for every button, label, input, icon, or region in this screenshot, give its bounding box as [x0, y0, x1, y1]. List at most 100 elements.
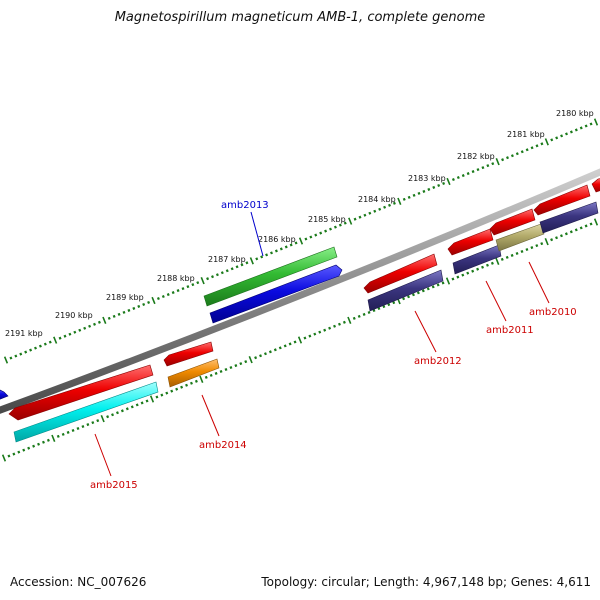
forward-minor-tick	[230, 267, 234, 271]
reverse-minor-tick	[214, 371, 218, 375]
gene-feature-left-edge[interactable]	[0, 389, 9, 400]
reverse-minor-tick	[323, 328, 327, 332]
reverse-minor-tick	[490, 261, 494, 265]
reverse-minor-tick	[145, 399, 149, 403]
gene-feature-red-edge[interactable]	[591, 178, 600, 193]
gene-feature-amb2014[interactable]	[167, 358, 220, 388]
forward-minor-tick	[319, 231, 323, 235]
gene-feature-amb2011[interactable]	[452, 244, 502, 275]
forward-major-tick	[249, 257, 254, 265]
reverse-minor-tick	[259, 354, 262, 358]
forward-minor-tick	[555, 136, 559, 140]
reverse-minor-tick	[510, 253, 514, 257]
reverse-minor-tick	[589, 222, 593, 226]
reverse-minor-tick	[165, 391, 169, 395]
reverse-minor-tick	[342, 320, 346, 324]
gene-feature-olive[interactable]	[495, 223, 545, 252]
gene-feature-red-amb2012[interactable]	[363, 253, 438, 294]
gene-feature-amb2012[interactable]	[367, 269, 444, 312]
reverse-major-tick	[199, 375, 204, 383]
reverse-minor-tick	[239, 362, 243, 366]
reverse-minor-tick	[555, 236, 558, 240]
forward-minor-tick	[309, 235, 313, 239]
forward-minor-tick	[24, 350, 28, 354]
reverse-minor-tick	[471, 269, 475, 273]
forward-minor-tick	[137, 304, 141, 308]
gene-feature-red-amb2014[interactable]	[163, 341, 214, 367]
forward-minor-tick	[43, 342, 47, 346]
forward-minor-tick	[107, 316, 111, 320]
forward-minor-tick	[530, 146, 534, 150]
reverse-minor-tick	[76, 426, 80, 431]
reverse-minor-tick	[382, 305, 386, 309]
forward-minor-tick	[535, 144, 539, 148]
reverse-minor-tick	[12, 452, 16, 456]
forward-minor-tick	[176, 289, 180, 293]
reverse-minor-tick	[313, 332, 317, 336]
reverse-minor-tick	[116, 411, 119, 415]
gene-feature-red-amb2010[interactable]	[489, 208, 536, 236]
reverse-minor-tick	[224, 367, 228, 372]
forward-minor-tick	[196, 281, 200, 285]
forward-minor-tick	[466, 172, 470, 176]
tick-label-2186: 2186 kbp	[258, 235, 296, 244]
callout-lines	[94, 211, 550, 477]
forward-minor-tick	[501, 158, 505, 162]
forward-minor-tick	[333, 225, 337, 229]
forward-minor-tick	[491, 162, 495, 166]
gene-label-amb2014: amb2014	[199, 440, 247, 451]
reverse-major-tick	[1, 454, 7, 462]
reverse-major-tick	[593, 218, 599, 226]
forward-major-tick	[446, 177, 451, 186]
forward-minor-tick	[235, 265, 239, 269]
forward-minor-tick	[147, 300, 151, 305]
forward-minor-tick	[392, 201, 396, 205]
forward-major-tick	[3, 356, 9, 364]
tick-label-2188: 2188 kbp	[157, 274, 195, 283]
tick-label-2183: 2183 kbp	[408, 174, 446, 183]
forward-minor-tick	[353, 217, 357, 221]
reverse-minor-tick	[185, 383, 188, 387]
gene-feature-red-amb2015[interactable]	[8, 364, 154, 421]
reverse-minor-tick	[328, 326, 332, 330]
forward-minor-tick	[540, 142, 544, 146]
reverse-minor-tick	[46, 438, 50, 442]
reverse-minor-tick	[27, 446, 31, 450]
reverse-minor-tick	[540, 242, 544, 246]
gene-feature-amb2013-green[interactable]	[203, 246, 338, 307]
gene-feature-amb2010[interactable]	[539, 201, 599, 234]
reverse-minor-tick	[564, 232, 568, 236]
forward-minor-tick	[279, 247, 283, 251]
gene-feature-red-amb2011[interactable]	[447, 228, 494, 256]
reverse-minor-tick	[229, 366, 233, 370]
gene-feature-amb2013[interactable]	[209, 264, 343, 324]
reverse-minor-tick	[160, 393, 164, 397]
forward-minor-tick	[574, 128, 578, 132]
gene-feature-red-amb2009[interactable]	[533, 184, 591, 216]
forward-minor-tick	[417, 191, 421, 195]
forward-minor-tick	[289, 243, 293, 247]
gene-feature-amb2015[interactable]	[13, 381, 159, 443]
reverse-minor-tick	[515, 251, 519, 255]
forward-minor-tick	[127, 308, 131, 312]
reverse-minor-tick	[91, 421, 95, 425]
reverse-minor-tick	[392, 301, 396, 305]
forward-minor-tick	[422, 189, 426, 193]
scale-labels: 2180 kbp 2181 kbp 2182 kbp 2183 kbp 2184…	[5, 109, 594, 338]
forward-minor-tick	[427, 187, 431, 191]
reverse-minor-tick	[530, 246, 534, 250]
forward-minor-tick	[186, 285, 190, 289]
forward-minor-tick	[506, 156, 509, 160]
reverse-minor-tick	[254, 356, 258, 360]
reverse-minor-tick	[56, 434, 60, 438]
reverse-minor-tick	[120, 409, 124, 413]
reverse-minor-tick	[377, 307, 381, 311]
reverse-minor-tick	[140, 401, 144, 405]
forward-minor-tick	[412, 193, 416, 197]
forward-minor-tick	[314, 233, 318, 237]
forward-minor-tick	[584, 124, 588, 128]
tick-label-2182: 2182 kbp	[457, 152, 495, 161]
tick-label-2180: 2180 kbp	[556, 109, 594, 118]
reverse-minor-tick	[234, 364, 238, 368]
forward-minor-tick	[569, 130, 573, 134]
